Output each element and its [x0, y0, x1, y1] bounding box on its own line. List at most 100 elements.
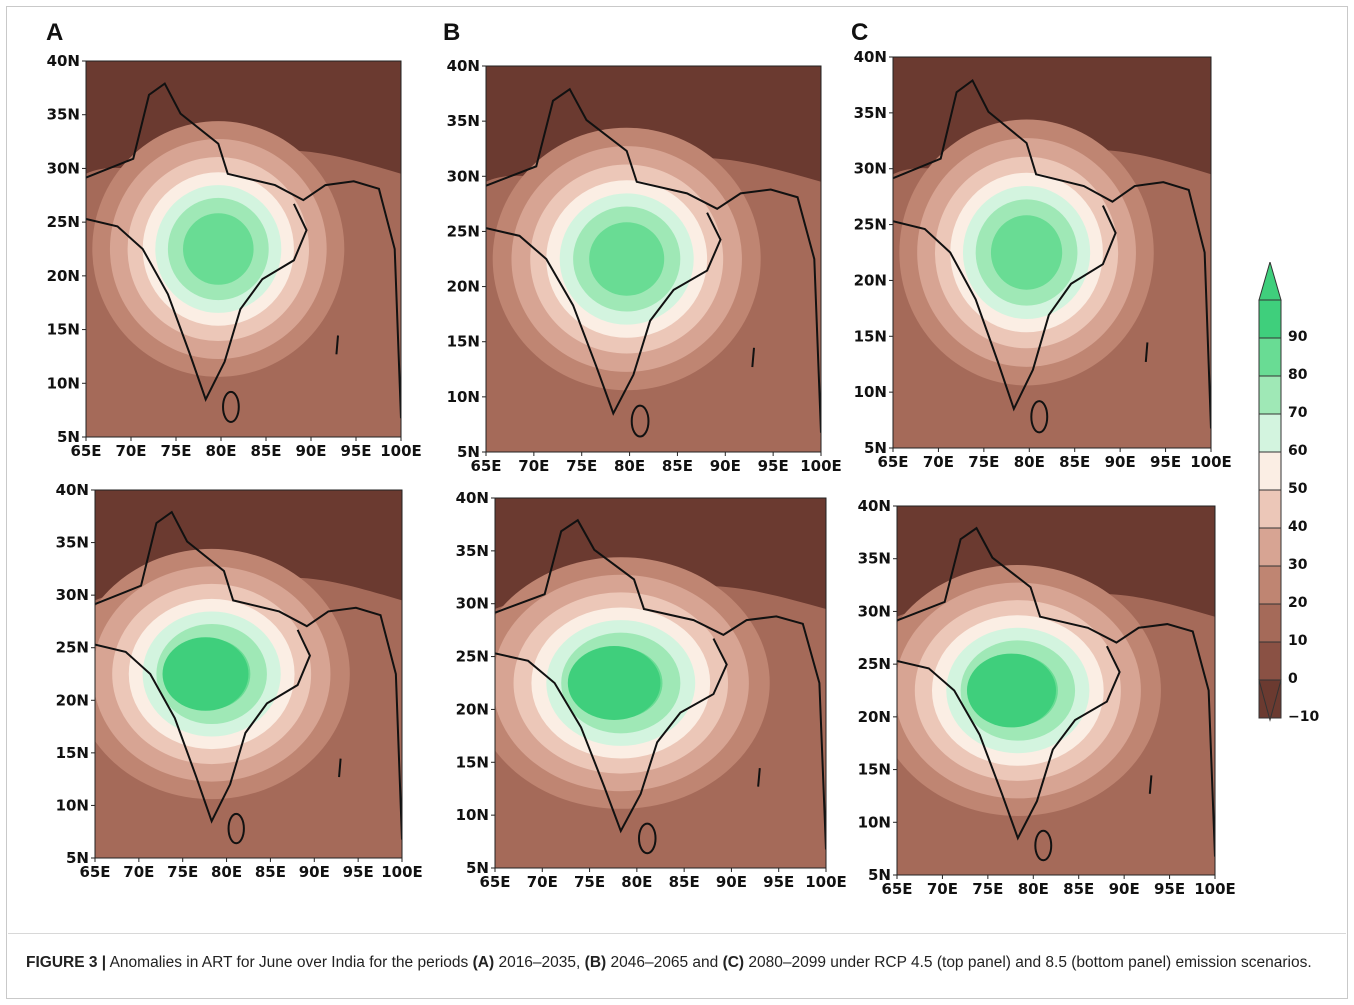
- lon-tick-label: 100E: [381, 863, 423, 881]
- lat-tick-label: 30N: [854, 160, 887, 178]
- lat-tick-label: 10N: [456, 806, 489, 824]
- lon-tick-label: 80E: [614, 457, 645, 475]
- lat-tick-label: 10N: [47, 374, 80, 392]
- coastline: [86, 203, 308, 402]
- lon-tick-label: 75E: [972, 880, 1003, 898]
- lat-tick-label: 10N: [447, 388, 480, 406]
- lat-tick-label: 25N: [47, 213, 80, 231]
- colorbar: [1258, 262, 1282, 722]
- lon-tick-label: 70E: [123, 863, 154, 881]
- lon-tick-label: 95E: [763, 873, 794, 891]
- coastline: [95, 629, 311, 824]
- lon-tick-label: 90E: [295, 442, 326, 460]
- lat-tick-label: 5N: [457, 443, 480, 461]
- lat-tick-label: 25N: [447, 222, 480, 240]
- map-frame: [892, 56, 1212, 449]
- colorbar-segment: [1258, 565, 1282, 605]
- colorbar-segment: [1258, 337, 1282, 377]
- column-letter-a: A: [46, 19, 64, 46]
- colorbar-label: −10: [1288, 709, 1320, 725]
- contour-band: [183, 213, 254, 285]
- lat-tick-label: 10N: [854, 383, 887, 401]
- caption-ref-c: (C): [722, 954, 745, 971]
- map-frame: [85, 60, 402, 438]
- figure-frame: [6, 6, 1348, 999]
- lat-tick-label: 35N: [456, 542, 489, 560]
- lat-tick-label: 30N: [456, 595, 489, 613]
- lon-tick-label: 80E: [205, 442, 236, 460]
- lat-tick-label: 20N: [858, 708, 891, 726]
- column-letter-c: C: [851, 19, 869, 46]
- lat-tick-label: 20N: [456, 700, 489, 718]
- sri-lanka-outline: [630, 404, 650, 438]
- colorbar-segment: [1258, 603, 1282, 643]
- lon-tick-label: 70E: [927, 880, 958, 898]
- contour-core: [567, 646, 661, 720]
- lon-tick-label: 65E: [470, 457, 501, 475]
- lat-tick-label: 5N: [57, 428, 80, 446]
- map-frame: [94, 489, 403, 859]
- lat-tick-label: 40N: [56, 481, 89, 499]
- coastline: [486, 212, 722, 416]
- contour-core: [966, 653, 1056, 728]
- colorbar-label: 0: [1288, 671, 1298, 687]
- lon-tick-label: 95E: [1150, 453, 1181, 471]
- border-north: [486, 87, 821, 433]
- lon-tick-label: 95E: [758, 457, 789, 475]
- lat-tick-label: 10N: [56, 796, 89, 814]
- lat-tick-label: 30N: [56, 586, 89, 604]
- lon-tick-label: 95E: [340, 442, 371, 460]
- lon-tick-label: 65E: [79, 863, 110, 881]
- figure-caption: FIGURE 3 | Anomalies in ART for June ove…: [26, 952, 1326, 973]
- lat-tick-label: 20N: [447, 278, 480, 296]
- lat-tick-label: 15N: [456, 753, 489, 771]
- lon-tick-label: 65E: [881, 880, 912, 898]
- lat-tick-label: 5N: [66, 849, 89, 867]
- lon-tick-label: 90E: [299, 863, 330, 881]
- lat-tick-label: 40N: [456, 489, 489, 507]
- lon-tick-label: 70E: [518, 457, 549, 475]
- lon-tick-label: 90E: [1109, 880, 1140, 898]
- caption-ref-b: (B): [584, 954, 607, 971]
- lat-tick-label: 25N: [456, 648, 489, 666]
- colorbar-segment: [1258, 527, 1282, 567]
- caption-text: 2046–2065 and: [606, 954, 723, 971]
- lon-tick-label: 100E: [380, 442, 422, 460]
- lat-tick-label: 20N: [56, 691, 89, 709]
- border-north: [495, 518, 826, 850]
- lon-tick-label: 80E: [1018, 880, 1049, 898]
- colorbar-segment: [1258, 489, 1282, 529]
- lat-tick-label: 40N: [854, 48, 887, 66]
- column-letter-b: B: [443, 19, 461, 46]
- lon-tick-label: 100E: [1190, 453, 1232, 471]
- lat-tick-label: 25N: [858, 655, 891, 673]
- lat-tick-label: 40N: [447, 57, 480, 75]
- lat-tick-label: 5N: [864, 439, 887, 457]
- colorbar-top-triangle: [1258, 262, 1282, 301]
- lon-tick-label: 85E: [1063, 880, 1094, 898]
- lat-tick-label: 35N: [854, 104, 887, 122]
- lon-tick-label: 90E: [716, 873, 747, 891]
- border-north: [897, 526, 1215, 857]
- sri-lanka-outline: [1030, 400, 1049, 434]
- colorbar-label: 20: [1288, 595, 1308, 611]
- colorbar-label: 30: [1288, 557, 1308, 573]
- lon-tick-label: 80E: [211, 863, 242, 881]
- contour-core: [162, 637, 249, 711]
- andaman-islands: [751, 347, 755, 368]
- lat-tick-label: 15N: [858, 761, 891, 779]
- colorbar-label: 90: [1288, 329, 1308, 345]
- andaman-islands: [1148, 775, 1153, 794]
- lat-tick-label: 35N: [447, 112, 480, 130]
- colorbar-segment: [1258, 641, 1282, 681]
- border-north: [86, 82, 401, 419]
- map-frame: [896, 505, 1216, 876]
- lon-tick-label: 95E: [1154, 880, 1185, 898]
- border-north: [95, 510, 402, 840]
- lon-tick-label: 90E: [710, 457, 741, 475]
- lon-tick-label: 70E: [527, 873, 558, 891]
